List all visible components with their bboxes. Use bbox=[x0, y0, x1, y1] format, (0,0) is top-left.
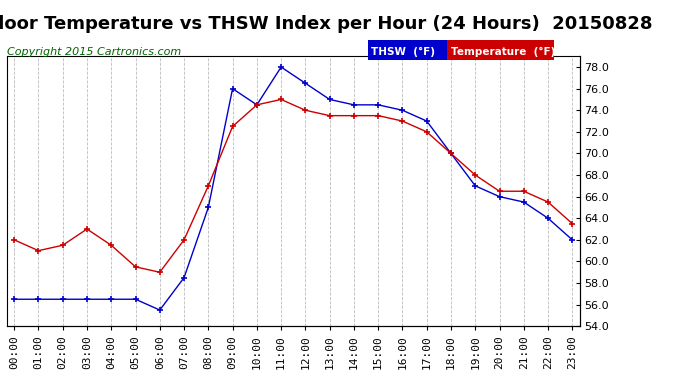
Text: THSW  (°F): THSW (°F) bbox=[371, 47, 435, 57]
Text: Temperature  (°F): Temperature (°F) bbox=[451, 47, 555, 57]
Text: Outdoor Temperature vs THSW Index per Hour (24 Hours)  20150828: Outdoor Temperature vs THSW Index per Ho… bbox=[0, 15, 652, 33]
Text: Copyright 2015 Cartronics.com: Copyright 2015 Cartronics.com bbox=[7, 47, 181, 57]
